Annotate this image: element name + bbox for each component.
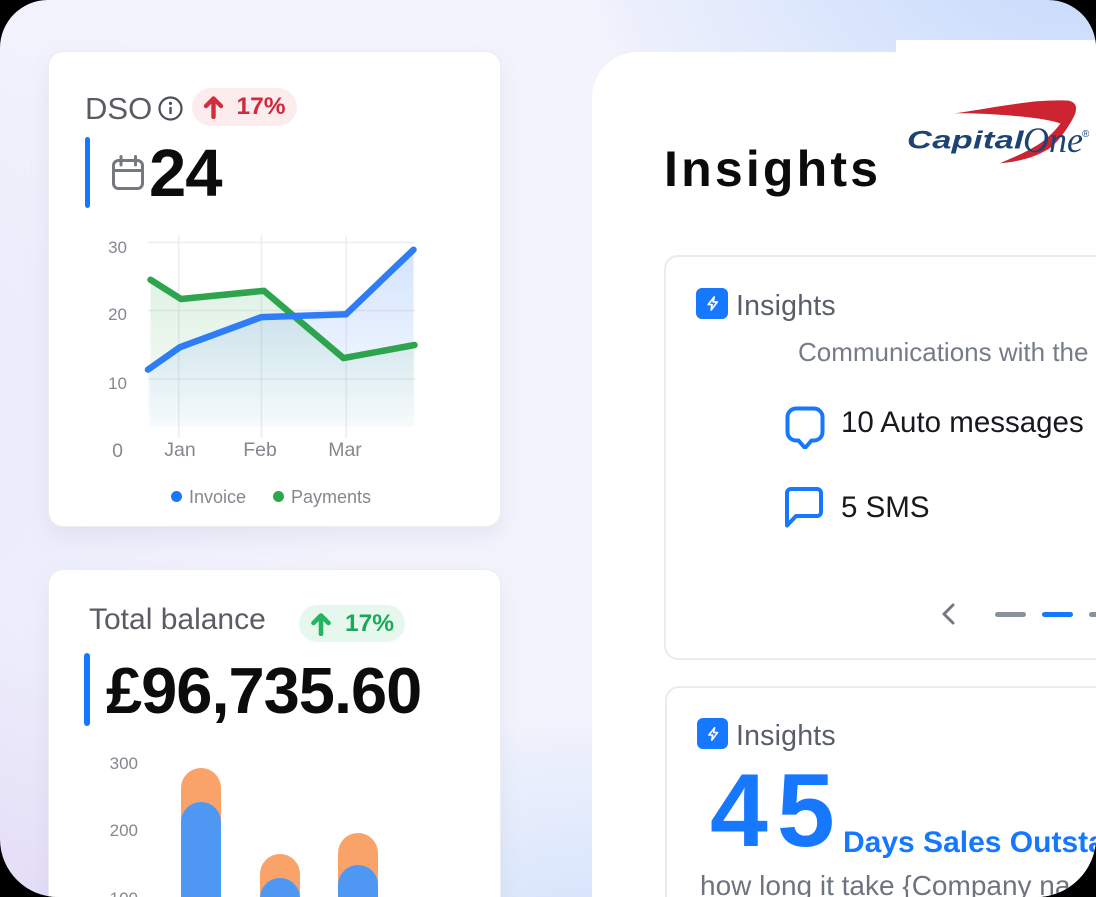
svg-text:Capital: Capital <box>907 127 1024 154</box>
svg-text:®: ® <box>1082 129 1090 140</box>
svg-text:One: One <box>1023 120 1083 160</box>
